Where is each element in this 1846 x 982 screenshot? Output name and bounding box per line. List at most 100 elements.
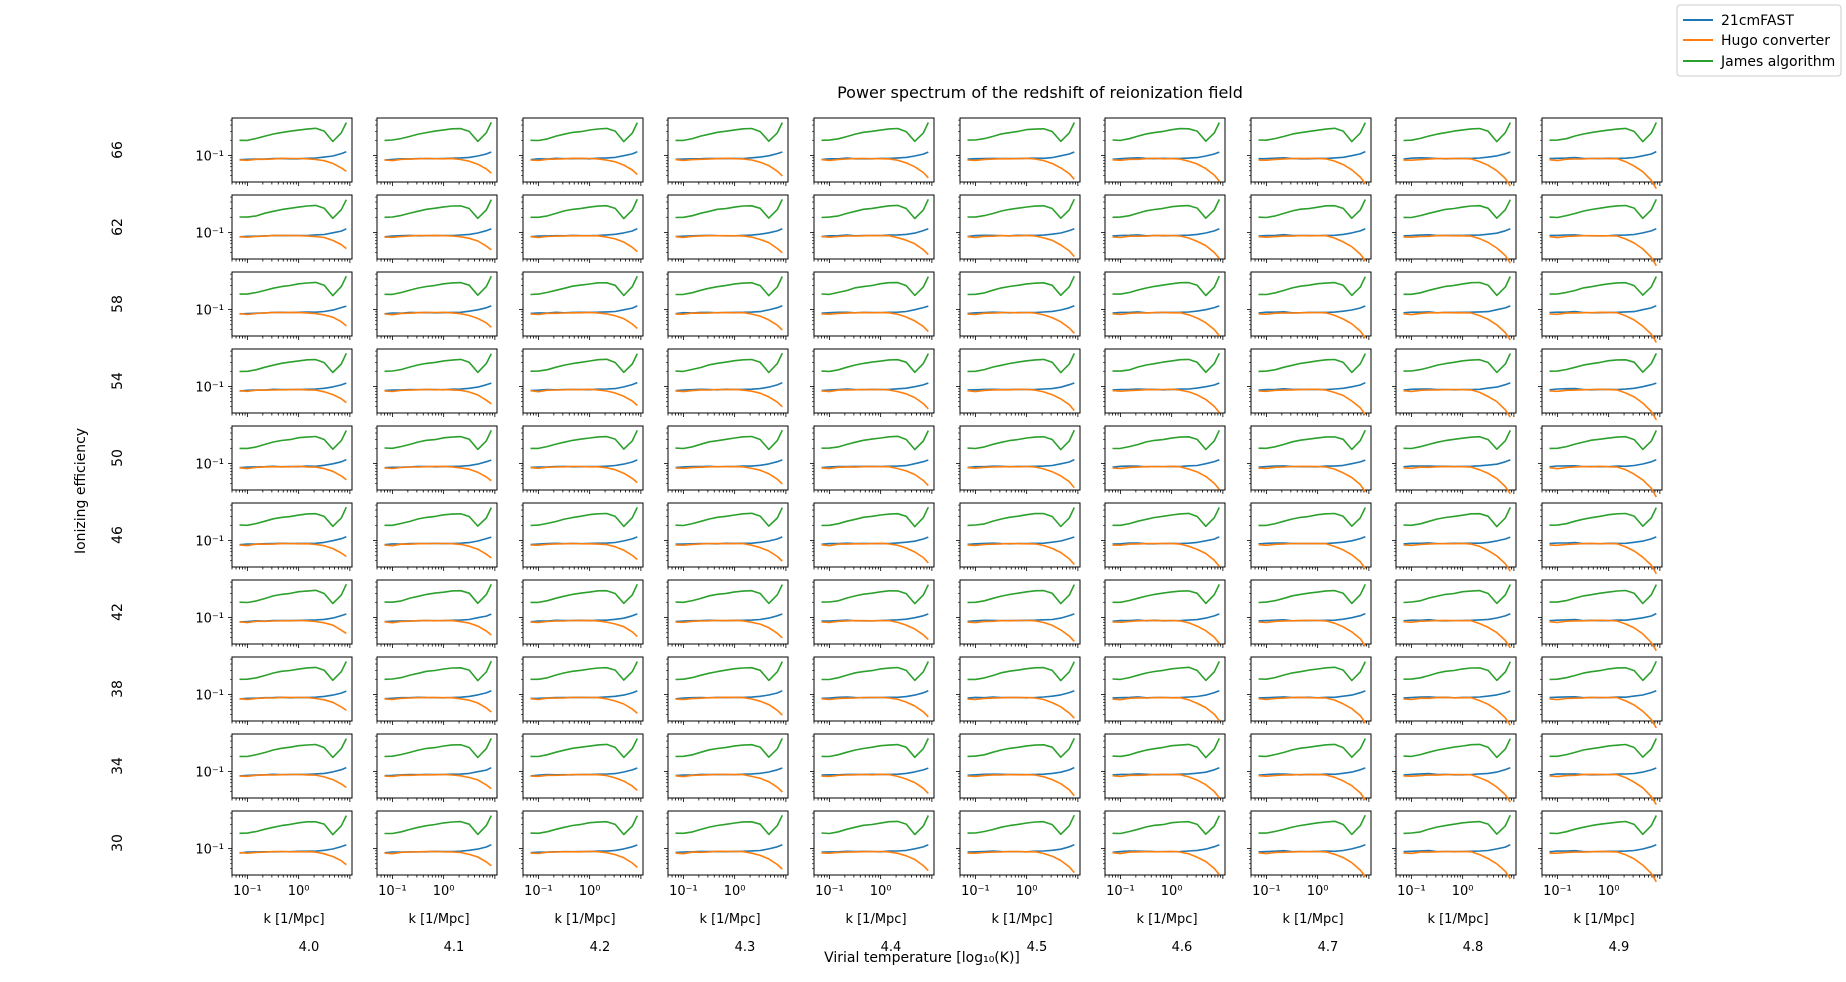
series-line bbox=[530, 542, 638, 561]
subplot-frame bbox=[1541, 194, 1663, 260]
x-tick-label: 10⁻¹ bbox=[233, 884, 262, 899]
series-line bbox=[1258, 690, 1366, 699]
column-label: 4.3 bbox=[735, 940, 756, 955]
subplot-frame bbox=[1541, 117, 1663, 183]
subplot-frame bbox=[959, 271, 1081, 337]
series-line bbox=[821, 234, 929, 256]
subplot-panel: 10⁻¹ bbox=[195, 348, 353, 417]
series-line bbox=[1112, 737, 1221, 759]
series-line bbox=[1549, 198, 1658, 220]
subplot-panel bbox=[373, 502, 498, 571]
subplot-panel bbox=[956, 502, 1081, 571]
subplot-panel bbox=[1247, 656, 1372, 725]
subplot-xlabel: k [1/Mpc] bbox=[845, 912, 906, 927]
subplot-frame bbox=[1395, 117, 1517, 183]
subplot-frame bbox=[959, 117, 1081, 183]
subplot-frame bbox=[231, 502, 353, 568]
series-line bbox=[1403, 814, 1512, 835]
series-line bbox=[1403, 690, 1511, 699]
subplot-panel bbox=[519, 733, 644, 802]
subplot-xlabel: k [1/Mpc] bbox=[1573, 912, 1634, 927]
subplot-panel bbox=[519, 656, 644, 725]
subplot-panel bbox=[1392, 425, 1517, 495]
subplot-frame bbox=[1104, 425, 1226, 491]
series-line bbox=[239, 542, 347, 558]
x-tick-label: 10⁰ bbox=[1016, 884, 1038, 899]
series-line bbox=[821, 542, 929, 564]
subplot-panel bbox=[1101, 194, 1226, 263]
series-line bbox=[1549, 738, 1658, 758]
subplot-frame bbox=[1104, 194, 1226, 260]
series-line bbox=[1549, 815, 1658, 836]
subplot-frame bbox=[376, 656, 498, 722]
subplot-panel: 10⁻¹ 10⁰ k [1/Mpc] 4.1 bbox=[373, 810, 498, 955]
x-tick-label: 10⁻¹ bbox=[378, 884, 407, 899]
series-line bbox=[384, 388, 492, 405]
subplot-panel bbox=[1247, 733, 1372, 802]
subplot-panel bbox=[519, 502, 644, 571]
series-line bbox=[239, 815, 348, 836]
subplot-frame bbox=[1395, 502, 1517, 568]
subplot-frame bbox=[1395, 348, 1517, 414]
subplot-panel bbox=[1101, 502, 1226, 571]
series-line bbox=[821, 198, 930, 220]
series-line bbox=[1403, 157, 1511, 187]
series-line bbox=[1403, 843, 1511, 853]
series-line bbox=[1258, 843, 1366, 853]
subplot-panel bbox=[664, 194, 789, 263]
series-line bbox=[1549, 276, 1658, 296]
series-line bbox=[675, 584, 784, 605]
series-line bbox=[1258, 157, 1366, 185]
subplot-xlabel: k [1/Mpc] bbox=[1282, 912, 1343, 927]
column-label: 4.0 bbox=[299, 940, 320, 955]
subplot-panel bbox=[1247, 425, 1372, 494]
series-line bbox=[1112, 388, 1220, 414]
y-tick-label: 10⁻¹ bbox=[195, 304, 224, 319]
series-line bbox=[1549, 850, 1657, 883]
series-line bbox=[384, 619, 492, 636]
subplot-xlabel: k [1/Mpc] bbox=[263, 912, 324, 927]
series-line bbox=[675, 311, 783, 331]
subplot-frame bbox=[1395, 579, 1517, 645]
x-tick-label: 10⁰ bbox=[1307, 884, 1329, 899]
row-label: 62 bbox=[110, 218, 126, 236]
column-label: 4.2 bbox=[590, 940, 611, 955]
subplot-panel: 10⁻¹ 10⁰ k [1/Mpc] 4.6 bbox=[1101, 810, 1226, 955]
subplot-panel bbox=[1247, 502, 1372, 571]
subplot-frame bbox=[231, 348, 353, 414]
y-tick-label: 10⁻¹ bbox=[195, 381, 224, 396]
series-line bbox=[1549, 227, 1657, 237]
subplot-frame bbox=[376, 271, 498, 337]
series-line bbox=[1403, 122, 1512, 143]
x-tick-label: 10⁻¹ bbox=[961, 884, 990, 899]
subplot-frame bbox=[1250, 425, 1372, 491]
subplot-panel: 10⁻¹ 10⁻¹ 10⁰ k [1/Mpc] 4.0 bbox=[195, 810, 353, 955]
series-line bbox=[1258, 234, 1366, 262]
subplot-panel bbox=[1538, 502, 1663, 575]
series-line bbox=[1403, 584, 1512, 605]
legend: 21cmFAST Hugo converter James algorithm bbox=[1676, 4, 1842, 77]
series-line bbox=[384, 275, 493, 297]
subplot-frame bbox=[1250, 656, 1372, 722]
series-line bbox=[530, 198, 639, 220]
row-label: 46 bbox=[110, 526, 126, 544]
series-line bbox=[1258, 619, 1366, 647]
subplot-frame bbox=[1104, 348, 1226, 414]
subplot-panel bbox=[664, 271, 789, 340]
subplot-panel bbox=[1101, 117, 1226, 186]
series-line bbox=[1258, 429, 1367, 451]
subplot-frame bbox=[522, 579, 644, 645]
column-label: 4.8 bbox=[1463, 940, 1484, 955]
subplot-frame bbox=[813, 117, 935, 183]
series-line bbox=[1258, 507, 1367, 528]
y-tick-label: 10⁻¹ bbox=[195, 689, 224, 704]
subplot-panel bbox=[810, 656, 935, 725]
series-line bbox=[1403, 234, 1511, 264]
series-line bbox=[1549, 150, 1657, 160]
subplot-panel bbox=[1538, 425, 1663, 498]
column-label: 4.6 bbox=[1172, 940, 1193, 955]
series-line bbox=[675, 619, 783, 639]
subplot-panel bbox=[373, 656, 498, 725]
subplot-frame bbox=[522, 117, 644, 183]
legend-frame bbox=[1676, 4, 1842, 77]
